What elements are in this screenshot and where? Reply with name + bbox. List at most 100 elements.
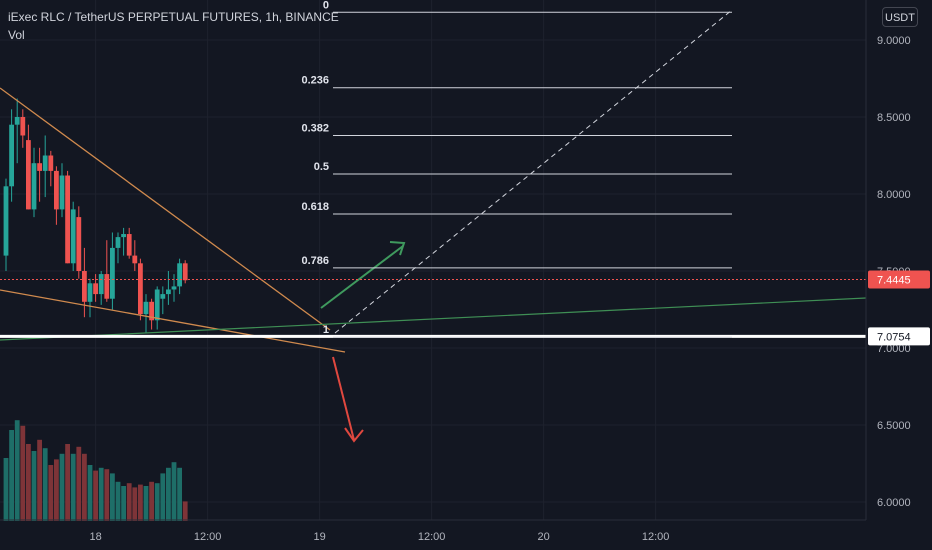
candle-body bbox=[82, 271, 87, 302]
volume-bar bbox=[20, 425, 26, 521]
volume-bar bbox=[171, 462, 177, 521]
key-level-label: 7.0754 bbox=[877, 331, 911, 343]
candle-body bbox=[149, 301, 154, 321]
volume-bar bbox=[160, 473, 166, 521]
currency-button[interactable]: USDT bbox=[882, 7, 918, 27]
volume-bar bbox=[138, 484, 143, 521]
volume-bar bbox=[76, 446, 82, 521]
bearish-arrow-head bbox=[344, 427, 364, 443]
candle-body bbox=[3, 186, 9, 256]
candle-body bbox=[93, 283, 98, 295]
volume-bar bbox=[42, 448, 48, 521]
candle-body bbox=[87, 283, 93, 302]
y-tick-label: 8.5000 bbox=[877, 112, 911, 124]
x-tick-label: 20 bbox=[537, 531, 549, 543]
volume-bar bbox=[31, 451, 37, 521]
bearish-arrow bbox=[332, 356, 355, 441]
grid bbox=[0, 0, 866, 520]
last-price-tag bbox=[868, 270, 930, 289]
volume-bar bbox=[110, 473, 115, 521]
candle-body bbox=[177, 263, 182, 287]
candle-body bbox=[182, 263, 188, 281]
volume-bar bbox=[93, 470, 98, 521]
volume-bar bbox=[104, 469, 110, 521]
y-tick-label: 6.5000 bbox=[877, 420, 911, 432]
volume-bar bbox=[166, 467, 171, 521]
y-tick-label: 9.0000 bbox=[877, 35, 911, 47]
candle-body bbox=[126, 234, 132, 256]
x-tick-label: 19 bbox=[313, 531, 325, 543]
fib-level-label: 0.382 bbox=[301, 122, 329, 134]
volume-bar bbox=[154, 483, 160, 521]
projection-dashed-line bbox=[334, 9, 733, 334]
volume-bar bbox=[48, 465, 54, 521]
candle-body bbox=[76, 217, 82, 271]
candles bbox=[3, 98, 188, 333]
volume-bar bbox=[82, 453, 87, 521]
candle-body bbox=[121, 234, 126, 238]
volume-bar bbox=[70, 453, 76, 521]
candle-body bbox=[166, 289, 171, 295]
bullish-arrow bbox=[320, 245, 404, 309]
drawings bbox=[0, 9, 867, 443]
volume-bar bbox=[26, 444, 31, 521]
candle-body bbox=[171, 286, 177, 290]
candle-body bbox=[143, 301, 149, 315]
key-level-tag bbox=[868, 327, 930, 346]
volume-bar bbox=[121, 486, 126, 521]
bullish-arrow-head bbox=[389, 241, 406, 256]
x-tick-label: 18 bbox=[89, 531, 101, 543]
candle-body bbox=[115, 237, 121, 248]
y-tick-label: 8.0000 bbox=[877, 189, 911, 201]
x-tick-label: 12:00 bbox=[194, 531, 222, 543]
candle-body bbox=[20, 117, 26, 136]
volume-bar bbox=[3, 458, 9, 521]
candle-body bbox=[132, 255, 138, 264]
y-tick-label: 6.0000 bbox=[877, 497, 911, 509]
fibonacci-retracement: 0 0.236 0.382 0.5 0.618 0.786 1 bbox=[301, 0, 732, 338]
last-price-label: 7.4445 bbox=[877, 275, 911, 287]
volume-bar bbox=[9, 430, 14, 521]
volume-bar bbox=[87, 465, 93, 521]
fib-level-label: 1 bbox=[323, 324, 329, 336]
support-trendline bbox=[0, 297, 867, 341]
fib-level-label: 0.618 bbox=[301, 201, 329, 213]
candle-body bbox=[48, 155, 54, 171]
candle-body bbox=[14, 117, 20, 125]
wedge-upper-line bbox=[0, 87, 331, 331]
candle-body bbox=[110, 247, 115, 299]
x-tick-label: 12:00 bbox=[418, 531, 446, 543]
symbol-title: iExec RLC / TetherUS PERPETUAL FUTURES, … bbox=[8, 10, 339, 24]
volume-bar bbox=[132, 487, 138, 521]
candle-body bbox=[37, 163, 42, 171]
candle-body bbox=[31, 163, 37, 210]
candle-body bbox=[42, 155, 48, 171]
volume-bar bbox=[149, 481, 154, 521]
volume-bar bbox=[182, 501, 188, 521]
volume-bar bbox=[14, 420, 20, 521]
candle-body bbox=[160, 294, 166, 299]
fib-level-label: 0.5 bbox=[314, 161, 329, 173]
candle-body bbox=[154, 289, 160, 321]
candle-body bbox=[70, 209, 76, 264]
volume-bar bbox=[126, 483, 132, 521]
x-tick-label: 12:00 bbox=[642, 531, 670, 543]
candle-body bbox=[65, 175, 70, 264]
volume-bars bbox=[3, 420, 188, 521]
fib-level-label: 0.786 bbox=[301, 255, 329, 267]
candle-body bbox=[59, 175, 65, 210]
candle-body bbox=[9, 124, 14, 187]
volume-bar bbox=[143, 486, 149, 521]
volume-bar bbox=[98, 467, 104, 521]
volume-bar bbox=[115, 481, 121, 521]
volume-bar bbox=[59, 453, 65, 521]
volume-bar bbox=[54, 459, 59, 521]
candle-body bbox=[98, 274, 104, 295]
volume-bar bbox=[177, 467, 182, 521]
volume-bar bbox=[65, 444, 70, 521]
candle-body bbox=[54, 170, 59, 210]
volume-bar bbox=[37, 439, 42, 521]
wedge-lower-line bbox=[0, 289, 346, 353]
